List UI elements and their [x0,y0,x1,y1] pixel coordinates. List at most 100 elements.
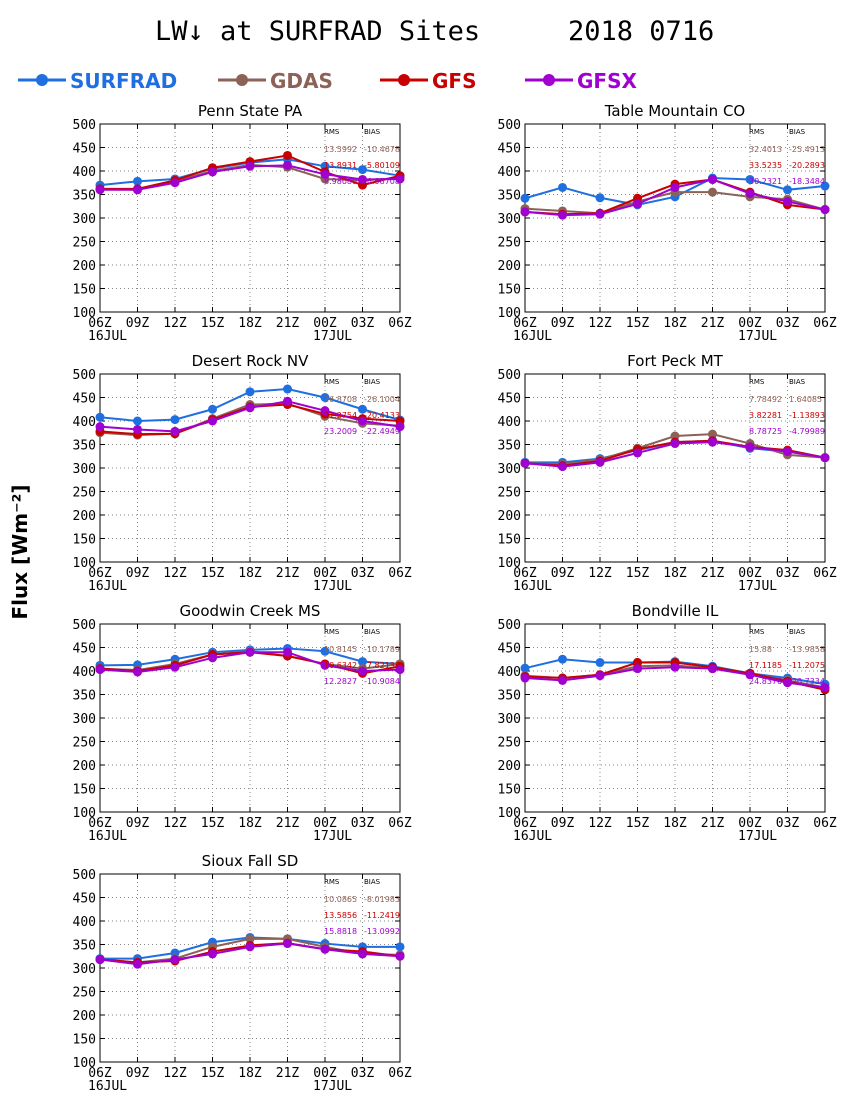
y-tick-label: 250 [73,236,96,251]
x-tick-label: 18Z [663,566,687,581]
y-tick-label: 400 [498,415,521,430]
data-point [283,396,292,406]
stats-bias: -18.3484 [789,177,825,186]
x-tick-label: 03Z [776,816,800,831]
stats-bias: -11.2075 [789,661,825,670]
legend-label: GFS [432,69,476,93]
series-surfrad [520,173,830,210]
series-gfsx [520,437,830,472]
page-date: 2018 0716 [568,16,714,47]
y-tick-label: 250 [498,736,521,751]
y-tick-label: 350 [498,189,521,204]
data-point [708,174,717,184]
y-tick-label: 250 [498,236,521,251]
x-tick-label: 00Z [738,566,762,581]
stats-table: RMS BIAS 15.88 -13.9858 17.1185 -11.2075 24.83… [749,628,825,686]
series-gfsx [95,647,405,677]
data-point [358,657,367,667]
y-tick-label: 200 [498,759,521,774]
data-point [133,185,142,195]
data-point [745,174,755,184]
data-point [283,150,292,160]
x-tick-label: 03Z [776,566,800,581]
data-point [520,663,530,673]
chart-panel: Penn State PA 100 150 200 250 300 350 400 450 500… [73,102,412,344]
stats-bias: -11.2419 [364,911,400,920]
x-tick-label: 12Z [588,816,612,831]
x-tick-label: 00Z [313,566,337,581]
data-point [358,404,367,414]
x-tick-label: 18Z [238,1066,262,1081]
x-tick-label: 15Z [201,316,225,331]
data-point [95,185,105,195]
x-date-label: 16JUL [513,329,552,344]
stats-bias: -8.01983 [364,895,400,904]
data-point [358,949,367,959]
stats-bias: -4.79989 [789,427,825,436]
y-tick-label: 400 [73,415,96,430]
stats-header-bias: BIAS [364,628,381,636]
data-point [320,406,330,416]
y-tick-label: 100 [73,556,96,571]
y-tick-label: 450 [498,642,521,657]
panel-title: Fort Peck MT [627,352,723,370]
y-tick-label: 500 [73,118,96,133]
stats-bias: -22.4949 [364,427,400,436]
stats-bias: -6.98708 [364,177,400,186]
stats-table: RMS BIAS 26.8708 -26.1004 21.2754 -20.4133 23.… [324,378,400,436]
x-tick-label: 06Z [88,566,112,581]
stats-rms: 30.2321 [749,177,782,186]
stats-bias: -1.13893 [789,411,825,420]
data-point [708,429,717,439]
x-tick-label: 09Z [551,566,575,581]
series-gfsx [95,160,405,195]
y-tick-label: 250 [498,486,521,501]
stats-header-rms: RMS [749,128,765,136]
x-tick-label: 12Z [163,566,187,581]
y-tick-label: 450 [73,892,96,907]
data-point [820,205,830,215]
y-tick-label: 250 [73,986,96,1001]
y-tick-label: 150 [498,533,521,548]
data-point [595,193,605,203]
y-tick-label: 400 [73,165,96,180]
data-point [520,673,530,683]
x-tick-label: 21Z [276,566,300,581]
y-tick-label: 300 [498,712,521,727]
x-tick-label: 15Z [201,1066,225,1081]
data-point [245,161,255,171]
legend-swatch-marker [236,74,248,86]
x-tick-label: 18Z [663,316,687,331]
x-tick-label: 06Z [88,1066,112,1081]
y-tick-label: 350 [73,439,96,454]
y-tick-label: 200 [498,509,521,524]
y-tick-label: 200 [73,759,96,774]
data-point [133,667,142,677]
data-point [170,662,180,672]
data-point [283,160,292,170]
y-tick-label: 150 [73,1033,96,1048]
y-tick-label: 200 [73,259,96,274]
y-tick-label: 300 [73,212,96,227]
x-tick-label: 15Z [626,816,650,831]
stats-header-rms: RMS [749,628,765,636]
stats-rms: 32.4013 [749,145,782,154]
stats-rms: 12.2827 [324,677,357,686]
x-tick-label: 03Z [351,816,375,831]
y-tick-label: 400 [498,665,521,680]
data-point [208,167,217,177]
data-point [358,416,367,426]
stats-bias: -5.80109 [364,161,400,170]
data-point [95,412,105,422]
x-date-label: 17JUL [738,329,777,344]
stats-table: RMS BIAS 13.5992 -10.4678 13.8931 -5.80109 8.9… [324,128,400,186]
data-point [670,439,680,449]
stats-rms: 3.82281 [749,411,782,420]
data-point [95,422,105,432]
data-point [783,197,792,207]
data-point [245,942,255,952]
data-point [520,193,530,203]
data-point [170,415,180,425]
stats-rms: 10.8145 [324,645,357,654]
data-point [708,187,717,197]
